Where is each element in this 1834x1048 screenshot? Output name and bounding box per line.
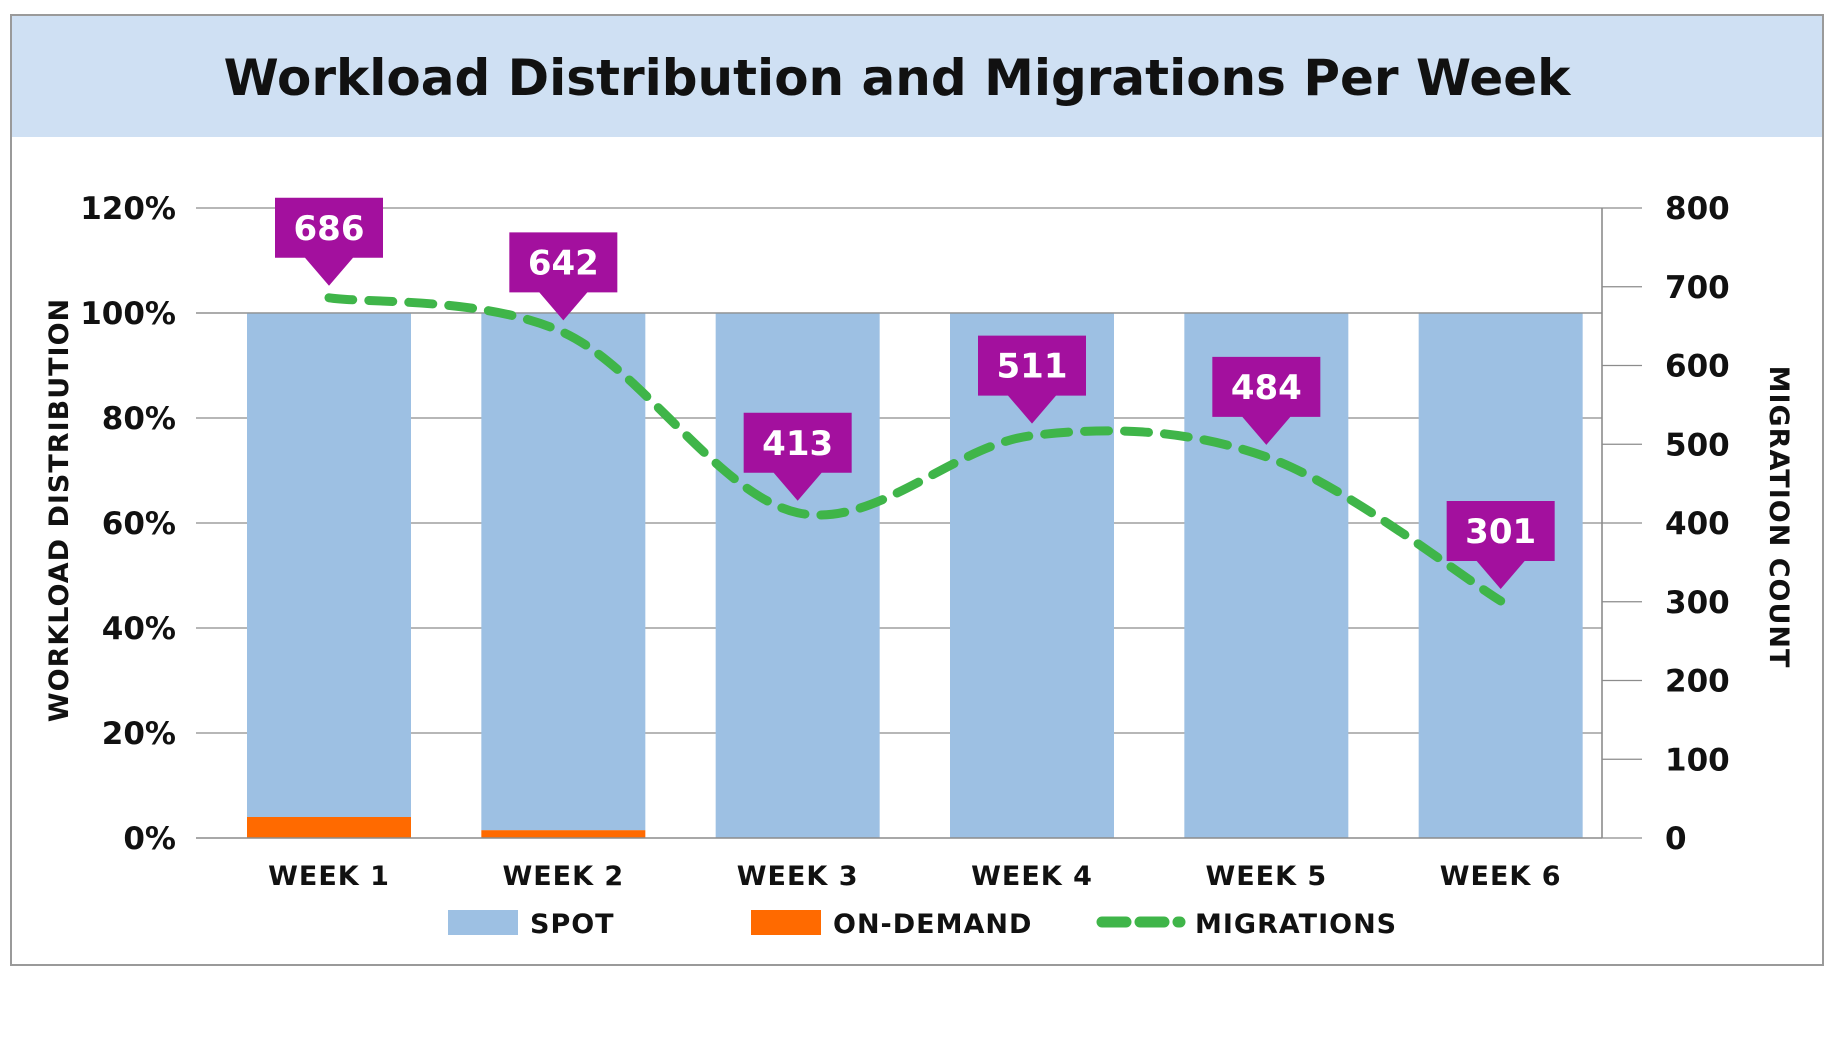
y2-tick-label: 200 bbox=[1665, 664, 1730, 700]
migration-value-label: 301 bbox=[1465, 512, 1536, 552]
y2-tick-label: 700 bbox=[1665, 270, 1730, 306]
legend-swatch-spot bbox=[448, 910, 518, 935]
bar-spot bbox=[716, 313, 880, 838]
legend-label-spot: SPOT bbox=[530, 909, 615, 940]
x-tick-label: WEEK 5 bbox=[1205, 861, 1327, 892]
y2-tick-label: 400 bbox=[1665, 506, 1730, 542]
bar-on-demand bbox=[481, 830, 645, 838]
x-tick-label: WEEK 6 bbox=[1440, 861, 1562, 892]
migration-value-label: 686 bbox=[294, 209, 365, 249]
bar-spot bbox=[481, 313, 645, 830]
y2-tick-label: 0 bbox=[1665, 821, 1687, 857]
y-tick-label: 0% bbox=[123, 821, 176, 857]
legend-label-migrations: MIGRATIONS bbox=[1195, 909, 1397, 940]
legend-swatch-on-demand bbox=[751, 910, 821, 935]
legend-label-on-demand: ON-DEMAND bbox=[833, 909, 1032, 940]
y2-tick-label: 500 bbox=[1665, 427, 1730, 463]
y-tick-label: 60% bbox=[102, 506, 176, 542]
y2-tick-label: 800 bbox=[1665, 191, 1730, 227]
migration-value-label: 642 bbox=[528, 243, 599, 283]
migration-value-label: 413 bbox=[762, 424, 833, 464]
bar-spot bbox=[247, 313, 411, 817]
bar-on-demand bbox=[247, 817, 411, 838]
y-axis-label: WORKLOAD DISTRIBUTION bbox=[44, 298, 75, 722]
y-tick-label: 40% bbox=[102, 611, 176, 647]
legend: SPOT ON-DEMAND MIGRATIONS bbox=[448, 909, 1397, 940]
y2-tick-label: 100 bbox=[1665, 742, 1730, 778]
x-tick-label: WEEK 1 bbox=[268, 861, 390, 892]
y2-axis-label: MIGRATION COUNT bbox=[1763, 366, 1794, 669]
x-tick-label: WEEK 3 bbox=[737, 861, 859, 892]
y-tick-label: 20% bbox=[102, 716, 176, 752]
x-tick-label: WEEK 2 bbox=[502, 861, 624, 892]
y-tick-label: 80% bbox=[102, 401, 176, 437]
migration-value-label: 511 bbox=[997, 347, 1068, 387]
y2-tick-label: 600 bbox=[1665, 349, 1730, 385]
migration-value-label: 484 bbox=[1231, 368, 1302, 408]
y-tick-label: 120% bbox=[80, 191, 176, 227]
y-tick-label: 100% bbox=[80, 296, 176, 332]
x-tick-label: WEEK 4 bbox=[971, 861, 1093, 892]
chart-title: Workload Distribution and Migrations Per… bbox=[224, 49, 1573, 107]
y2-tick-label: 300 bbox=[1665, 585, 1730, 621]
